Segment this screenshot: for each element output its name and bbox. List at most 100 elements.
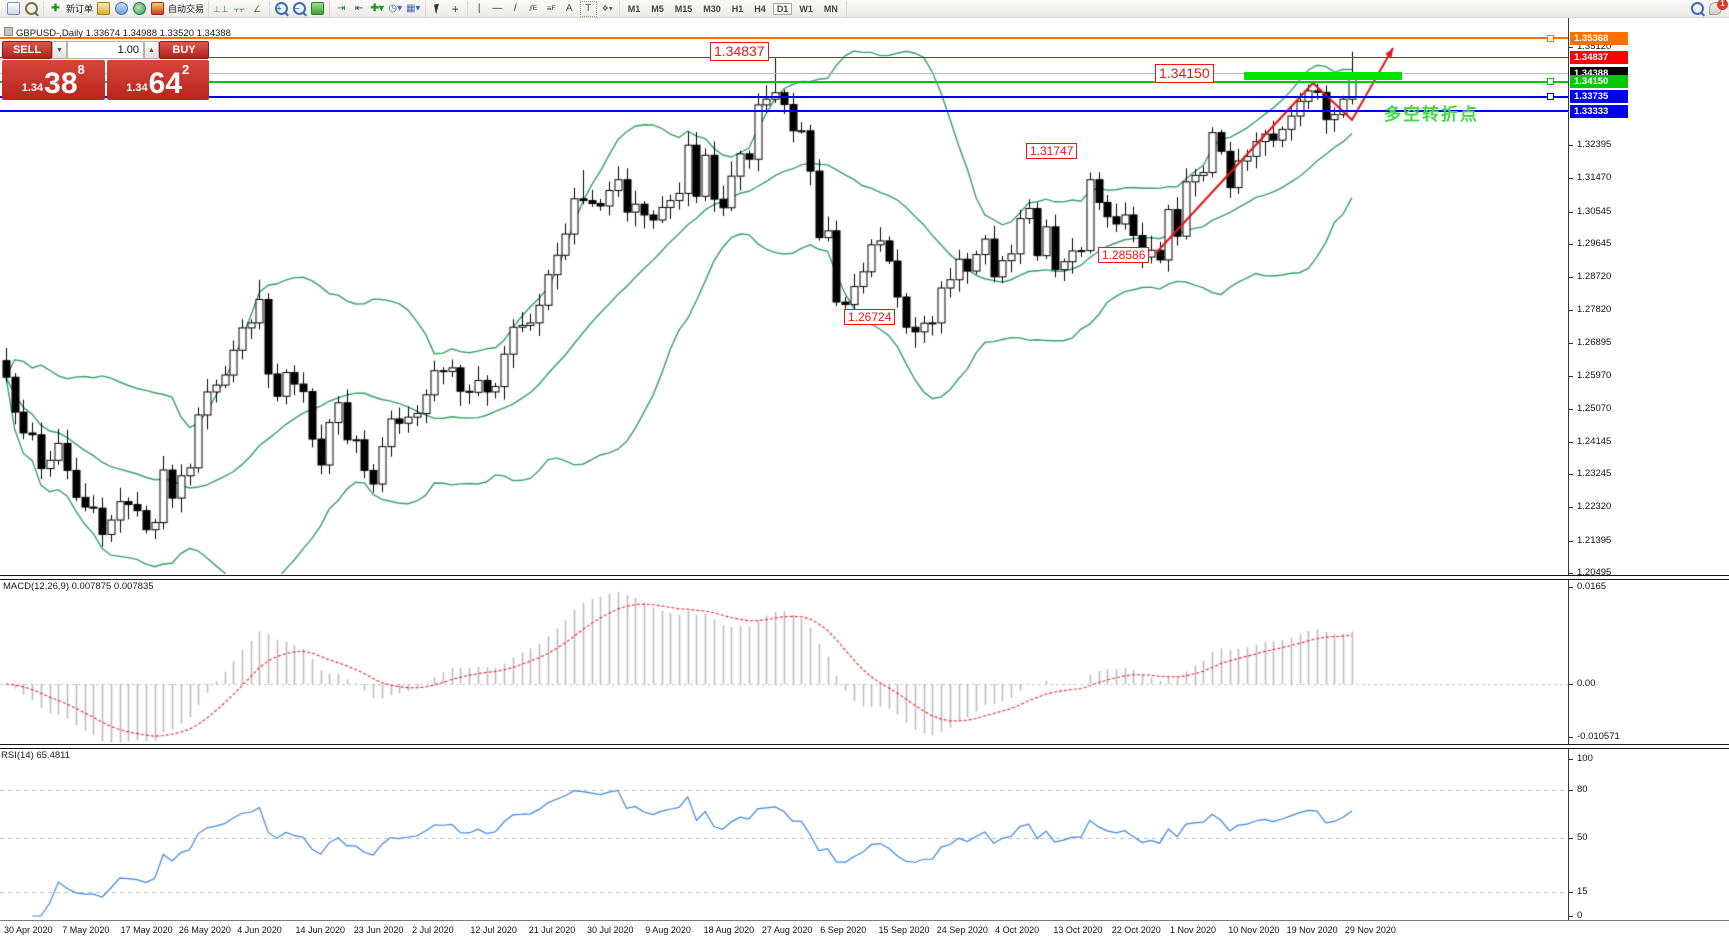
rsi-scale-label[interactable]: 50 (1577, 831, 1588, 843)
price-callout-1.34150[interactable]: 1.34150 (1155, 64, 1214, 83)
rsi-scale-label[interactable]: 80 (1577, 784, 1588, 796)
line-chart-icon[interactable]: ∠ (253, 3, 262, 14)
price-tick-label[interactable]: 1.26895 (1577, 336, 1612, 348)
price-tick-label[interactable]: 1.24145 (1577, 435, 1612, 447)
support-zone-bar[interactable] (1244, 72, 1402, 80)
turning-point-annotation[interactable]: 多空转折点 (1384, 105, 1479, 124)
rsi-scale-label[interactable]: 0 (1577, 910, 1583, 921)
timeframe-m30[interactable]: M30 (703, 3, 721, 14)
price-callout-1.26724[interactable]: 1.26724 (844, 309, 896, 325)
crosshair-icon[interactable]: + (451, 1, 459, 16)
date-label[interactable]: 1 Nov 2020 (1170, 925, 1217, 935)
timeframe-m5[interactable]: M5 (651, 3, 664, 14)
volume-input[interactable]: 1.00 (67, 41, 144, 59)
macd-panel-separator[interactable] (0, 575, 1729, 580)
date-label[interactable]: 22 Oct 2020 (1111, 925, 1161, 935)
zoom-out-icon[interactable]: − (292, 2, 307, 16)
rsi-scale-label[interactable]: 100 (1577, 753, 1593, 764)
auto-trading-icon[interactable] (150, 2, 165, 16)
price-line-1.34837[interactable] (0, 56, 1568, 58)
date-label[interactable]: 10 Nov 2020 (1228, 925, 1280, 935)
signals-icon[interactable] (132, 2, 147, 16)
buy-price-box[interactable]: 1.34 64 2 (106, 60, 209, 100)
date-label[interactable]: 4 Oct 2020 (995, 925, 1040, 935)
text-tool-icon[interactable]: A (565, 2, 573, 14)
price-tick-label[interactable]: 1.22320 (1577, 501, 1612, 513)
date-label[interactable]: 18 Aug 2020 (703, 925, 755, 935)
fibonacci-icon[interactable]: ≡ F (546, 3, 556, 13)
timeframe-mn[interactable]: MN (823, 3, 838, 14)
timeframe-w1[interactable]: W1 (799, 3, 813, 14)
buy-button[interactable]: BUY (159, 41, 209, 59)
shapes-dropdown-icon[interactable]: ❖▾ (601, 3, 613, 13)
macd-scale-label[interactable]: -0.010571 (1577, 731, 1620, 742)
date-label[interactable]: 14 Jun 2020 (295, 925, 346, 935)
market-watch-icon[interactable] (96, 2, 111, 16)
auto-scroll-icon[interactable]: ⇥ (337, 2, 346, 14)
vertical-line-icon[interactable]: | (477, 2, 481, 14)
date-label[interactable]: 13 Oct 2020 (1053, 925, 1103, 935)
price-callout-1.28586[interactable]: 1.28586 (1098, 247, 1150, 263)
date-label[interactable]: 7 May 2020 (62, 925, 110, 935)
price-tick-label[interactable]: 1.30545 (1577, 205, 1612, 217)
candlestick-chart-icon[interactable]: ⫟⫟ (233, 3, 245, 14)
trendline-icon[interactable]: / (513, 2, 517, 14)
bar-chart-icon[interactable]: ⊥⊥ (213, 3, 229, 14)
price-tick-label[interactable]: 1.31470 (1577, 172, 1612, 184)
macd-scale-label[interactable]: 0.0165 (1577, 580, 1607, 592)
chart-preview-icon[interactable] (24, 2, 39, 16)
date-label[interactable]: 2 Jul 2020 (412, 925, 454, 935)
text-label-tool-icon[interactable]: T (579, 0, 597, 17)
new-order-icon[interactable]: ✚ (51, 2, 60, 14)
accounts-icon[interactable] (114, 2, 129, 16)
date-label[interactable]: 12 Jul 2020 (470, 925, 517, 935)
price-line-1.33333[interactable] (0, 110, 1568, 113)
macd-scale-label[interactable]: 0.00 (1577, 678, 1596, 689)
date-label[interactable]: 6 Sep 2020 (820, 925, 867, 935)
rsi-panel-separator[interactable] (0, 744, 1729, 749)
volume-decrease-button[interactable]: ▼ (52, 41, 67, 59)
template-dropdown-icon[interactable]: ▦▾ (405, 2, 421, 14)
timeframe-h4[interactable]: H4 (754, 3, 766, 14)
date-label[interactable]: 30 Apr 2020 (4, 925, 53, 935)
chart-shift-icon[interactable]: ⇤ (355, 2, 364, 14)
price-tick-label[interactable]: 1.28720 (1577, 271, 1612, 283)
date-label[interactable]: 30 Jul 2020 (587, 925, 634, 935)
price-line-1.34388[interactable] (0, 72, 1568, 74)
date-label[interactable]: 23 Jun 2020 (353, 925, 404, 935)
timeframe-m15[interactable]: M15 (674, 3, 693, 14)
price-tick-label[interactable]: 1.29645 (1577, 237, 1612, 249)
notifications-icon[interactable]: 1 (1708, 0, 1728, 16)
price-tick-label[interactable]: 1.23245 (1577, 468, 1612, 480)
price-callout-1.31747[interactable]: 1.31747 (1026, 143, 1078, 159)
price-callout-1.34837[interactable]: 1.34837 (710, 42, 769, 61)
auto-trading-label[interactable]: 自动交易 (168, 4, 205, 14)
price-line-1.35368[interactable] (0, 37, 1568, 40)
rsi-scale-label[interactable]: 15 (1577, 886, 1588, 898)
date-label[interactable]: 27 Aug 2020 (761, 925, 813, 935)
price-line-1.34150[interactable] (0, 80, 1568, 83)
price-tick-label[interactable]: 1.35120 (1577, 41, 1612, 52)
cursor-icon[interactable] (430, 2, 445, 16)
equidistant-channel-icon[interactable]: ⫽ E (529, 3, 538, 13)
line-handle[interactable] (1547, 93, 1554, 101)
sell-button[interactable]: SELL (2, 41, 52, 59)
timeframe-h1[interactable]: H1 (731, 3, 744, 14)
price-tick-label[interactable]: 1.27820 (1577, 303, 1612, 315)
volume-increase-button[interactable]: ▲ (144, 41, 159, 59)
date-label[interactable]: 4 Jun 2020 (237, 925, 282, 935)
date-label[interactable]: 24 Sep 2020 (936, 925, 988, 935)
line-handle[interactable] (1547, 34, 1554, 42)
tile-windows-icon[interactable] (310, 2, 325, 16)
period-dropdown-icon[interactable]: ◷▾ (388, 2, 403, 14)
date-label[interactable]: 17 May 2020 (120, 925, 173, 935)
price-tick-label[interactable]: 1.25070 (1577, 402, 1612, 414)
date-label[interactable]: 21 Jul 2020 (528, 925, 576, 935)
price-tick-label[interactable]: 1.25970 (1577, 370, 1612, 382)
timeframe-m1[interactable]: M1 (627, 3, 641, 14)
line-handle[interactable] (1547, 78, 1554, 86)
price-tick-label[interactable]: 1.32395 (1577, 139, 1612, 151)
new-order-label[interactable]: 新订单 (66, 4, 94, 14)
date-label[interactable]: 26 May 2020 (178, 925, 231, 935)
